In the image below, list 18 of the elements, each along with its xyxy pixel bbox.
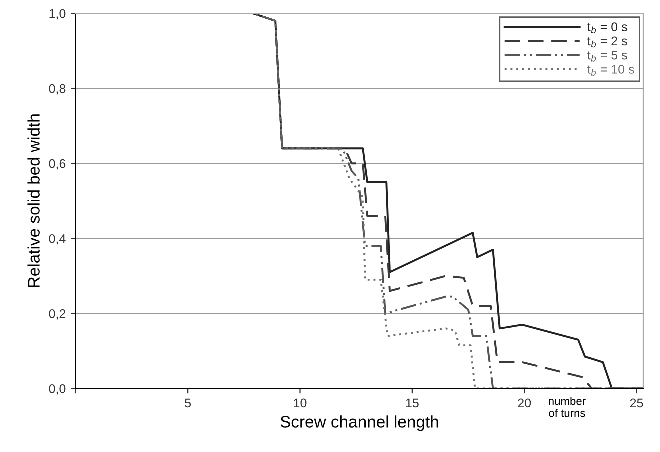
text: t$_{b}$ = 2 s xyxy=(588,36,628,48)
y-axis-title: Relative solid bed width xyxy=(28,114,40,288)
y-tick-label: 0,2 xyxy=(49,309,66,320)
x-tick-label: 15 xyxy=(406,398,419,408)
annotation: number of turns xyxy=(549,397,586,418)
x-axis-title: Screw channel length xyxy=(280,416,438,432)
y-tick-label: 1,0 xyxy=(50,9,66,20)
y-tick-label: 0,4 xyxy=(49,234,66,245)
y-tick-label: 0,0 xyxy=(49,384,66,395)
x-tick-label: 25 xyxy=(630,398,644,408)
y-tick-label: 0,8 xyxy=(49,84,66,95)
text: t$_{b}$ = 10 s xyxy=(588,65,634,76)
text: t$_{b}$ = 0 s xyxy=(588,22,628,34)
text: t$_{b}$ = 5 s xyxy=(588,51,628,62)
y-tick-label: 0,6 xyxy=(49,159,66,170)
x-tick-label: 20 xyxy=(518,398,532,408)
x-tick-label: 10 xyxy=(294,398,307,408)
x-tick-label: 5 xyxy=(185,398,192,408)
